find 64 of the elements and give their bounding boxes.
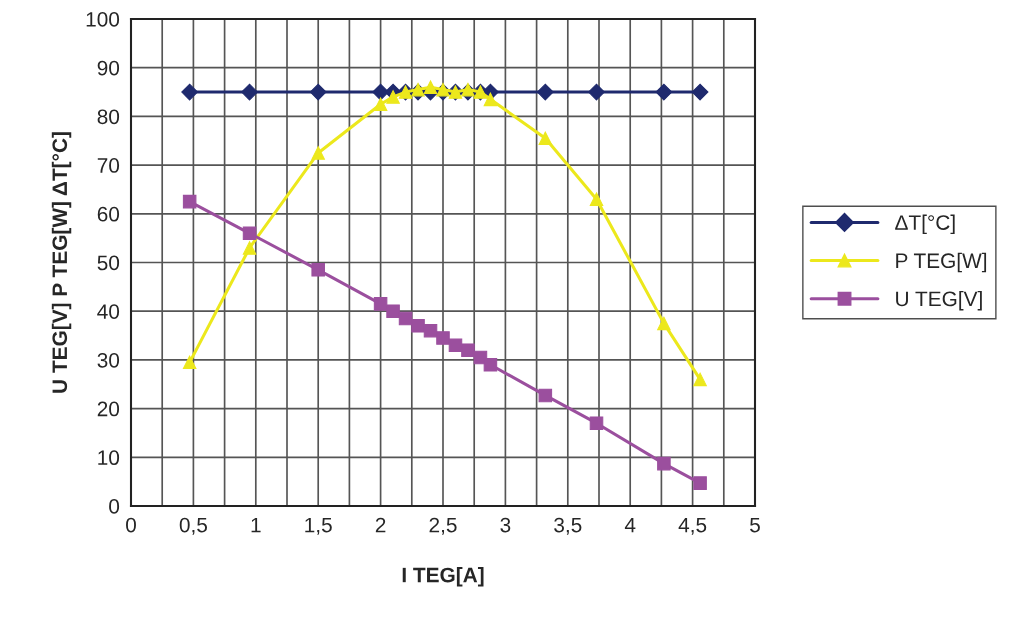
point (242, 241, 257, 255)
point (461, 82, 475, 97)
y-tick-label: 60 (97, 206, 120, 222)
y-tick-label: 50 (97, 255, 120, 271)
y-tick-label: 20 (97, 401, 120, 417)
point (538, 388, 553, 403)
x-tick-label: 2,5 (429, 517, 457, 535)
point (423, 80, 438, 94)
point (241, 83, 258, 101)
point (483, 92, 498, 107)
y-tick-label: 100 (86, 12, 120, 27)
y-tick-label: 90 (97, 60, 120, 76)
x-tick-label: 1 (251, 517, 261, 533)
y-tick-label: 70 (97, 158, 120, 173)
point (373, 297, 388, 311)
point (386, 90, 400, 104)
y-tick-label: 40 (97, 304, 120, 319)
y-tick-label: 80 (97, 109, 120, 125)
point (536, 83, 554, 101)
point (589, 192, 604, 206)
x-axis-title: I TEG[A] (402, 567, 484, 587)
legend-label: P TEG[W] (896, 252, 987, 273)
x-tick-label: 3,5 (554, 517, 582, 535)
x-tick-label: 5 (750, 517, 760, 533)
x-tick-label: 2 (375, 517, 386, 533)
point (411, 319, 425, 333)
x-tick-label: 4 (624, 517, 636, 533)
point (483, 358, 498, 372)
x-tick-label: 1,5 (305, 517, 332, 535)
point (311, 146, 325, 160)
legend-label: ΔT[°C] (895, 214, 955, 235)
point (423, 323, 438, 338)
y-tick-label: 30 (97, 352, 120, 368)
y-axis-title: U TEG[V] P TEG[W] ΔT[°C] (51, 132, 72, 393)
legend-label: U TEG[V] (896, 290, 982, 311)
point (411, 82, 425, 97)
point (181, 83, 199, 101)
point (589, 416, 604, 430)
point (693, 476, 707, 490)
point (657, 456, 671, 471)
point (373, 97, 388, 111)
point (588, 83, 605, 101)
point (691, 83, 709, 101)
point (461, 343, 475, 357)
point (538, 131, 553, 146)
x-tick-label: 4,5 (678, 517, 707, 535)
point (372, 83, 389, 101)
x-tick-label: 0 (126, 517, 136, 533)
point (242, 226, 257, 241)
point (693, 372, 707, 387)
point (436, 82, 450, 97)
x-tick-label: 3 (500, 517, 511, 533)
point (309, 83, 327, 101)
point (311, 263, 325, 277)
x-tick-label: 0,5 (179, 517, 208, 535)
point (386, 304, 400, 318)
point (436, 331, 450, 345)
point (657, 316, 671, 331)
point (398, 311, 413, 326)
y-tick-label: 0 (109, 499, 120, 514)
point (182, 355, 197, 370)
y-tick-label: 10 (98, 450, 120, 466)
point (655, 83, 673, 101)
point (182, 194, 197, 209)
